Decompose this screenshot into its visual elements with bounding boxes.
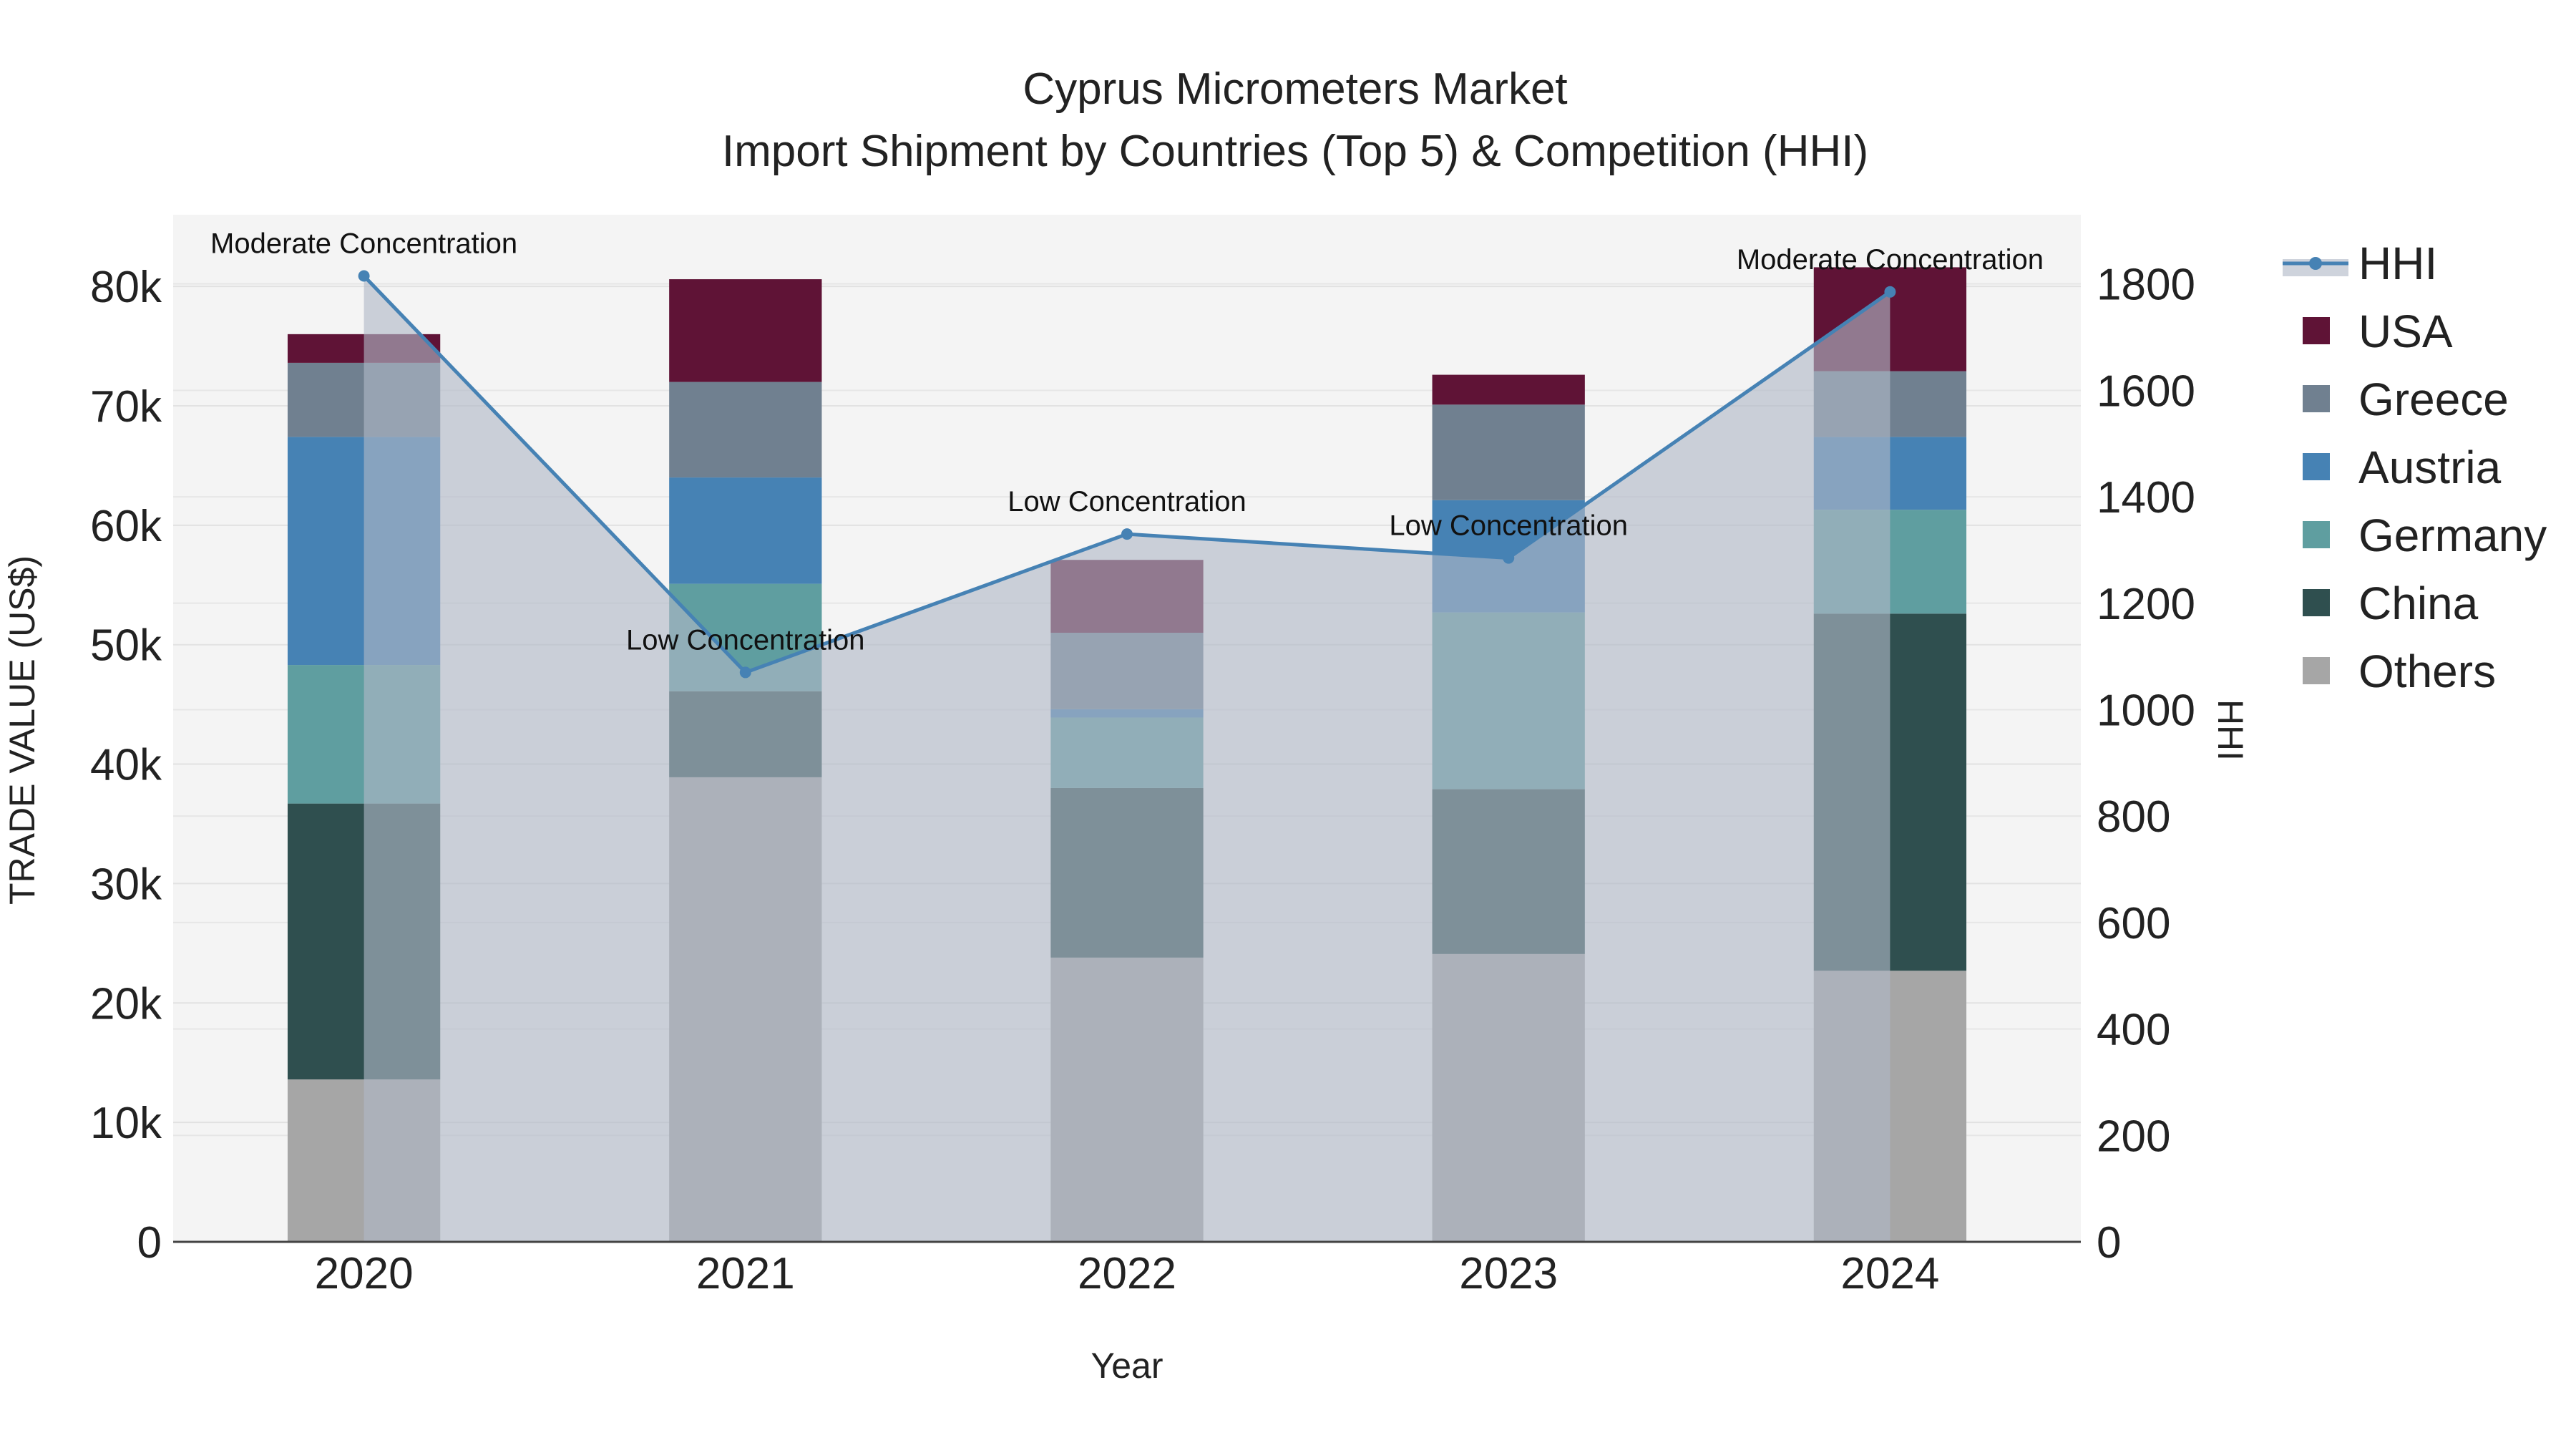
y2-tick-label: 1200 [2097,580,2195,629]
legend-swatch-germany [2303,521,2330,548]
y2-tick-label: 1600 [2097,366,2195,416]
chart-title-line1: Cyprus Micrometers Market [1023,64,1567,114]
axis-layer: 0 10k 20k 30k 40k 50k 60k 70k 80k 0 200 400 600 800 10… [90,261,2195,1298]
hhi-point-2020[interactable] [358,270,370,282]
y-tick-label: 50k [90,621,162,671]
legend-label-austria[interactable]: Austria [2358,442,2502,493]
bar-usa-2023[interactable] [1432,374,1585,405]
bar-usa-2021[interactable] [669,279,822,382]
y2-tick-label: 1800 [2097,261,2195,310]
legend-label-others[interactable]: Others [2358,646,2496,697]
y2-tick-label: 0 [2097,1218,2121,1268]
legend: HHI USA Greece Austria Germany China Others [2283,238,2547,697]
legend-swatch-china [2303,589,2330,616]
x-tick-label: 2020 [315,1249,414,1298]
hhi-point-2023[interactable] [1503,552,1515,564]
y2-tick-label: 400 [2097,1006,2170,1055]
y2-tick-label: 800 [2097,792,2170,842]
legend-swatch-usa [2303,317,2330,344]
y2-tick-label: 600 [2097,899,2170,948]
bar-austria-2021[interactable] [669,477,822,584]
hhi-line-layer [358,270,1896,679]
legend-label-germany[interactable]: Germany [2358,510,2547,561]
y-tick-label: 80k [90,263,162,312]
y2-tick-label: 1000 [2097,686,2195,735]
hhi-annotation: Moderate Concentration [210,228,517,260]
legend-swatch-greece [2303,385,2330,412]
legend-label-china[interactable]: China [2358,578,2479,629]
y2-axis-title: HHI [2210,699,2250,761]
y2-tick-label: 1400 [2097,473,2195,523]
legend-swatch-others [2303,657,2330,684]
y-tick-label: 70k [90,382,162,432]
hhi-area-layer [364,276,1890,1243]
x-tick-label: 2023 [1459,1249,1558,1298]
hhi-annotation: Low Concentration [1389,510,1628,542]
x-tick-label: 2024 [1840,1249,1939,1298]
bar-greece-2021[interactable] [669,382,822,478]
y-tick-label: 0 [137,1218,162,1268]
y-tick-label: 10k [90,1099,162,1148]
hhi-point-2021[interactable] [739,666,751,679]
hhi-annotation: Low Concentration [1008,486,1246,517]
y2-tick-label: 200 [2097,1112,2170,1161]
hhi-area [364,276,1890,1243]
y-tick-label: 20k [90,979,162,1029]
hhi-annotation: Moderate Concentration [1737,244,2044,276]
y-tick-label: 60k [90,502,162,551]
hhi-point-2022[interactable] [1121,528,1133,540]
chart-title-line2: Import Shipment by Countries (Top 5) & C… [722,127,1868,176]
hhi-label-layer: Moderate Concentration Low Concentration L… [210,228,2044,656]
legend-label-usa[interactable]: USA [2358,306,2453,357]
legend-hhi-swatch-marker [2309,257,2322,270]
legend-swatch-austria [2303,453,2330,480]
legend-label-hhi[interactable]: HHI [2358,238,2437,289]
x-tick-label: 2021 [696,1249,795,1298]
hhi-annotation: Low Concentration [626,624,865,656]
hhi-point-2024[interactable] [1884,286,1896,298]
y-tick-label: 40k [90,741,162,790]
y-axis-title: TRADE VALUE (US$) [2,555,42,905]
bar-greece-2023[interactable] [1432,404,1585,500]
y-tick-label: 30k [90,860,162,909]
x-tick-label: 2022 [1078,1249,1176,1298]
legend-label-greece[interactable]: Greece [2358,374,2509,425]
x-axis-title: Year [1091,1346,1163,1386]
